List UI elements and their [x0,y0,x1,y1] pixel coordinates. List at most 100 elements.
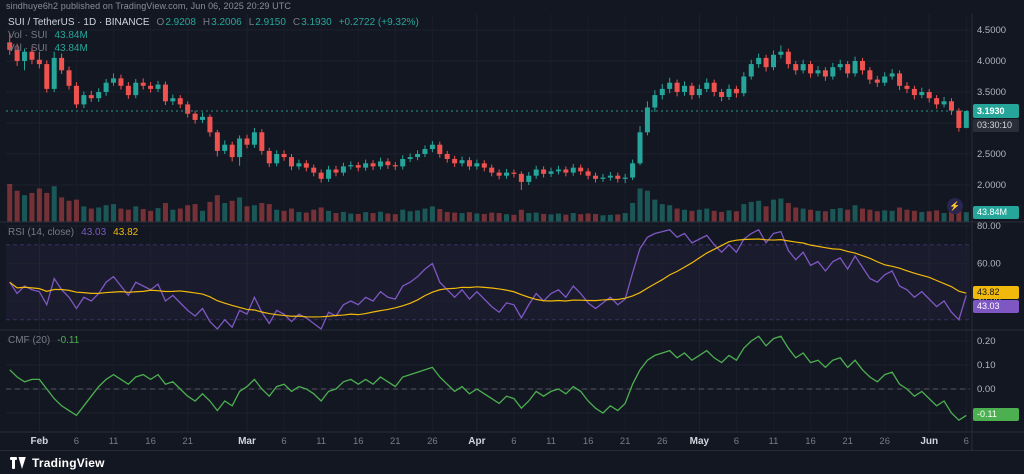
volume-bar [533,212,539,222]
volume-bar [785,203,791,222]
candle-body [44,64,50,89]
volume-bar [437,209,443,222]
volume-bar [392,214,398,222]
candle-body [392,165,398,167]
volume-bar [44,192,50,222]
candle-body [73,85,79,105]
candle-body [51,57,57,89]
candle-body [14,49,20,61]
candle-body [66,70,72,86]
volume-bar [778,198,784,222]
time-tick-label: 16 [805,436,816,447]
candle-body [926,92,932,99]
rsi-legend[interactable]: RSI (14, close) 43.03 43.82 [8,227,138,239]
candle-body [541,169,547,174]
cmf-legend[interactable]: CMF (20) -0.11 [8,335,79,347]
symbol-title[interactable]: SUI / TetherUS · 1D · BINANCE [8,17,150,28]
volume-bar [177,208,183,222]
candle-body [266,150,272,164]
bar-countdown-badge: 03:30:10 [973,119,1019,133]
ohlc-close: C 3.1930 [292,17,332,28]
candle-body [437,144,443,154]
volume-legend-row-1[interactable]: Vol · SUI 43.84M [8,30,88,41]
candle-body [459,160,465,164]
tradingview-brand[interactable]: TradingView [32,455,105,470]
tradingview-logo-icon[interactable] [10,456,26,469]
volume-bar [96,207,102,222]
candle-body [600,177,606,179]
volume-bar [607,214,613,222]
candle-body [689,85,695,96]
volume-bar [66,200,72,222]
volume-bar [207,201,213,222]
time-tick-label: 11 [109,436,119,447]
volume-bar [904,209,910,222]
volume-bar [674,208,680,222]
cmf-tick-label: 0.10 [977,360,996,371]
volume-bar [452,212,458,222]
volume-bar [7,184,13,222]
candle-body [748,64,754,77]
volume-bar [355,213,361,222]
volume-bar [637,188,643,222]
candle-body [504,172,510,176]
footer-bar: TradingView [0,450,1024,474]
candle-body [452,158,458,164]
candle-body [659,88,665,96]
volume-bar [348,213,354,222]
rsi-tick-label: 80.00 [977,221,1001,232]
time-tick-label: 26 [879,436,890,447]
candle-body [162,84,168,102]
candle-body [667,82,673,89]
volume-bar [303,212,309,222]
rsi-tick-label: 60.00 [977,259,1001,270]
cmf-tick-label: 0.20 [977,336,996,347]
volume-bar [948,209,954,222]
volume-legend-row-2[interactable]: Vol · SUI 43.84M [8,43,88,54]
volume-bar [481,213,487,222]
volume-bar [882,210,888,222]
volume-bar [326,210,332,222]
candle-body [303,163,309,168]
time-tick-label: 6 [511,436,516,447]
price-tick-label: 4.0000 [977,56,1006,67]
volume-bar [73,199,79,222]
candle-body [370,163,376,167]
candle-body [719,92,725,97]
volume-bar [711,210,717,222]
volume-bar [185,205,191,222]
candle-body [511,172,517,174]
volume-bar [170,209,176,222]
lightning-icon[interactable]: ⚡ [947,198,963,214]
volume-bar [867,209,873,222]
candle-body [778,51,784,55]
candle-body [644,107,650,133]
candle-body [763,57,769,68]
time-tick-label: Jun [920,436,938,447]
volume-bar [377,211,383,222]
candle-body [407,157,413,159]
volume-bar [318,207,324,222]
volume-bar [155,208,161,222]
candle-body [674,82,680,92]
volume-bar [704,208,710,222]
candle-body [637,132,643,164]
volume-bar [518,209,524,222]
symbol-row[interactable]: SUI / TetherUS · 1D · BINANCE O 2.9208 H… [8,17,419,29]
candle-body [808,64,814,74]
candle-body [963,111,969,128]
time-tick-label: 26 [657,436,668,447]
candle-body [837,64,843,68]
candle-body [941,101,947,105]
candle-body [288,157,294,167]
volume-bar [726,210,732,222]
volume-bar [897,207,903,222]
volume-bar [429,206,435,222]
candle-body [355,165,361,168]
time-tick-label: 6 [281,436,286,447]
volume-bar [578,214,584,222]
candle-body [845,64,851,74]
volume-bar [874,211,880,222]
candle-body [88,95,94,99]
